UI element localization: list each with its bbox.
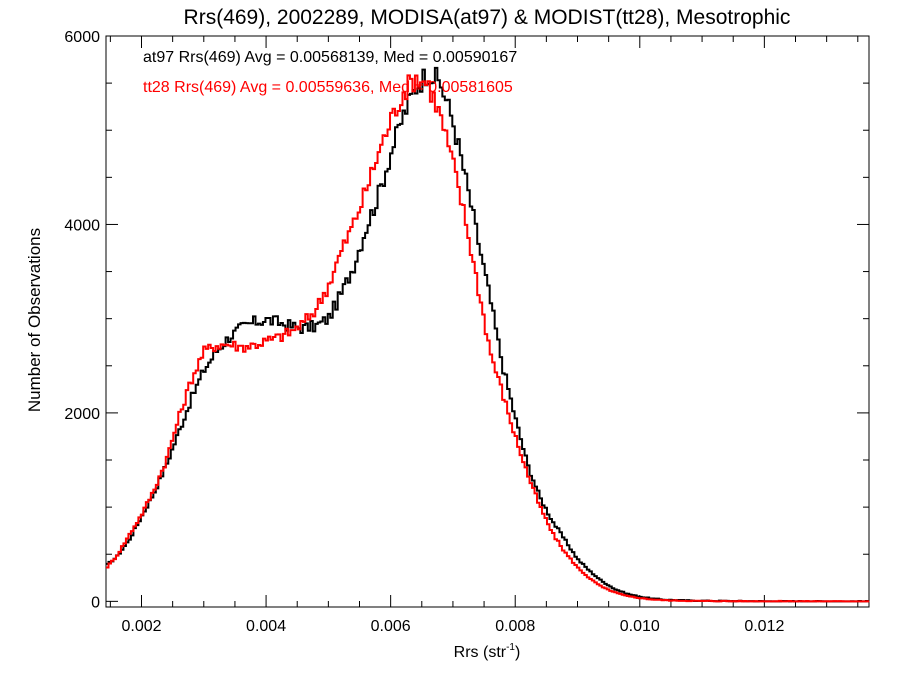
x-tick-label-2: 0.006 [371,618,411,635]
plot-area: 0.002 0.004 0.006 0.008 0.010 0.012 0 2000 4000 6… [64,29,870,635]
y-axis-label: Number of Observations [25,228,44,412]
chart-title: Rrs(469), 2002289, MODISA(at97) & MODIST… [184,6,791,29]
y-tick-label-1: 2000 [64,406,100,423]
series-line-tt28 [106,74,870,603]
x-axis-label-close: ) [515,644,520,661]
x-axis-label-text: Rrs (str [454,644,507,661]
legend-annotation-at97: at97 Rrs(469) Avg = 0.00568139, Med = 0.… [143,49,517,66]
x-tick-label-0: 0.002 [121,618,161,635]
y-tick-label-3: 6000 [64,29,100,46]
x-axis-label-superscript: -1 [506,642,515,653]
x-tick-label-1: 0.004 [246,618,286,635]
x-tick-label-3: 0.008 [495,618,535,635]
x-tick-label-5: 0.012 [744,618,784,635]
legend-annotation-tt28: tt28 Rrs(469) Avg = 0.00559636, Med = 0.… [143,79,513,96]
y-tick-label-0: 0 [91,594,100,611]
x-tick-label-4: 0.010 [620,618,660,635]
x-axis-label: Rrs (str-1) [454,642,521,661]
y-tick-label-2: 4000 [64,217,100,234]
plot-frame [105,35,870,608]
